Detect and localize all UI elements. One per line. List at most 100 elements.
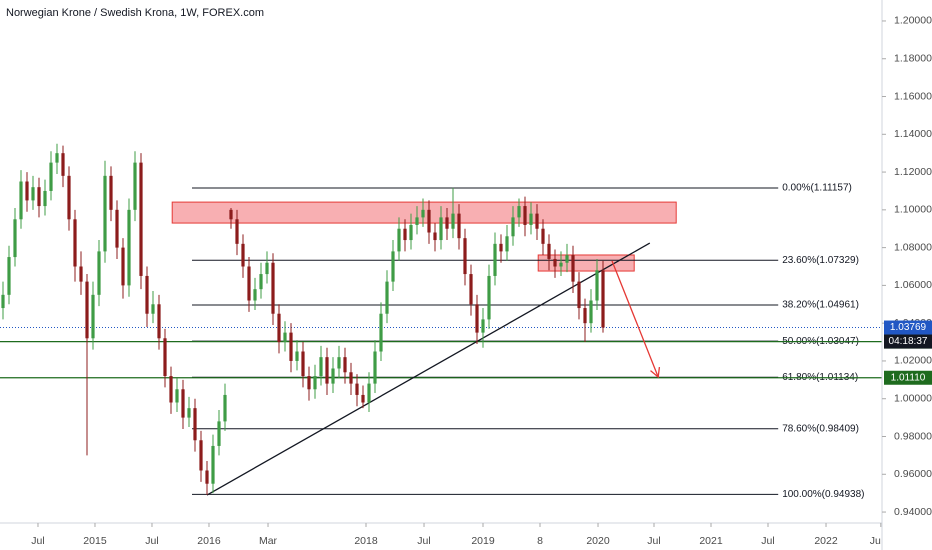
x-tick-label: 2015 [83, 535, 107, 547]
y-tick-label: 0.96000 [894, 468, 932, 480]
candle-body [139, 162, 143, 276]
candle-body [439, 217, 443, 241]
x-tick-label: 2021 [699, 535, 723, 547]
last-price-label: 1.03769 [890, 322, 927, 333]
y-tick-label: 1.00000 [894, 393, 932, 405]
fib-label: 0.00%(1.11157) [782, 183, 852, 194]
candle-body [547, 243, 551, 259]
candle-body [271, 262, 275, 314]
candle-body [253, 289, 257, 301]
candle-body [91, 294, 95, 339]
x-tick-label: Jul [145, 535, 158, 547]
candle-body [61, 153, 65, 176]
candle-body [571, 255, 575, 282]
x-tick-label: 2019 [471, 535, 495, 547]
candle-body [421, 209, 425, 218]
candle-body [103, 175, 107, 252]
fib-label: 38.20%(1.04961) [782, 300, 859, 311]
candle-body [577, 281, 581, 309]
x-tick-label: 2022 [814, 535, 838, 547]
candle-body [25, 181, 29, 201]
candle-body [157, 304, 161, 339]
candle-body [7, 257, 11, 295]
candle-body [109, 175, 113, 210]
fib-label: 23.60%(1.07329) [782, 255, 859, 266]
trendline [206, 242, 651, 496]
x-tick-label: 2018 [354, 535, 378, 547]
candle-body [295, 351, 299, 361]
candle-body [373, 351, 377, 384]
fib-label: 78.60%(0.98409) [782, 423, 859, 434]
candle-body [559, 262, 563, 267]
candle-body [355, 383, 359, 395]
candle-body [1, 294, 5, 309]
candle-body [529, 213, 533, 225]
arrow-shaft [611, 260, 659, 378]
candle-body [127, 209, 131, 286]
candle-body [349, 372, 353, 384]
candle-body [397, 228, 401, 252]
candle-body [337, 357, 341, 369]
candle-body [325, 357, 329, 384]
candle-body [451, 213, 455, 229]
candle-body [517, 206, 521, 218]
last-price-box [884, 320, 932, 335]
candle-body [319, 357, 323, 377]
candle-body [505, 236, 509, 252]
y-tick-label: 0.98000 [894, 430, 932, 442]
arrow-head [650, 366, 661, 379]
x-tick-label: 2016 [197, 535, 221, 547]
candle-body [223, 394, 227, 422]
candle-body [427, 209, 431, 233]
countdown-box [884, 334, 932, 349]
candle-body [523, 206, 527, 225]
candle-body [121, 247, 125, 286]
y-tick-label: 1.16000 [894, 90, 932, 102]
candle-body [385, 281, 389, 314]
candle-body [265, 262, 269, 275]
candle-body [409, 224, 413, 241]
y-tick-label: 1.14000 [894, 128, 932, 140]
candle-body [169, 376, 173, 403]
candle-body [163, 338, 167, 377]
candle-body [511, 217, 515, 237]
candle-body [97, 251, 101, 295]
y-tick-label: 1.06000 [894, 279, 932, 291]
candle-body [565, 255, 569, 263]
supply-zone [537, 254, 635, 272]
candle-body [313, 376, 317, 390]
candle-body [601, 270, 605, 328]
y-tick-label: 0.94000 [894, 506, 932, 518]
candle-body [499, 243, 503, 252]
candle-body [283, 332, 287, 343]
candle-body [67, 175, 71, 220]
level-price-box [884, 370, 932, 385]
candle-body [133, 162, 137, 210]
candle-body [37, 187, 41, 207]
candle-body [79, 266, 83, 282]
candle-body [19, 181, 23, 220]
candle-body [475, 304, 479, 333]
candle-body [193, 408, 197, 441]
candle-body [469, 274, 473, 305]
candle-body [553, 258, 557, 267]
candle-body [205, 470, 209, 484]
candle-body [49, 162, 53, 191]
candle-body [433, 232, 437, 241]
candle-body [361, 394, 365, 403]
candle-body [217, 421, 221, 446]
candle-body [115, 209, 119, 248]
candle-body [187, 408, 191, 418]
candle-body [457, 213, 461, 239]
candle-body [343, 357, 347, 373]
y-tick-label: 1.18000 [894, 53, 932, 65]
x-tick-label: Jul [417, 535, 430, 547]
candle-body [73, 219, 77, 267]
x-tick-label: Jul [647, 535, 660, 547]
candle-body [415, 217, 419, 225]
plot-area: 0.00%(1.11157) 23.60%(1.07329) 38.20%(1.04… [0, 143, 882, 500]
candle-body [367, 383, 371, 403]
candle-body [463, 238, 467, 275]
candle-body [589, 300, 593, 324]
